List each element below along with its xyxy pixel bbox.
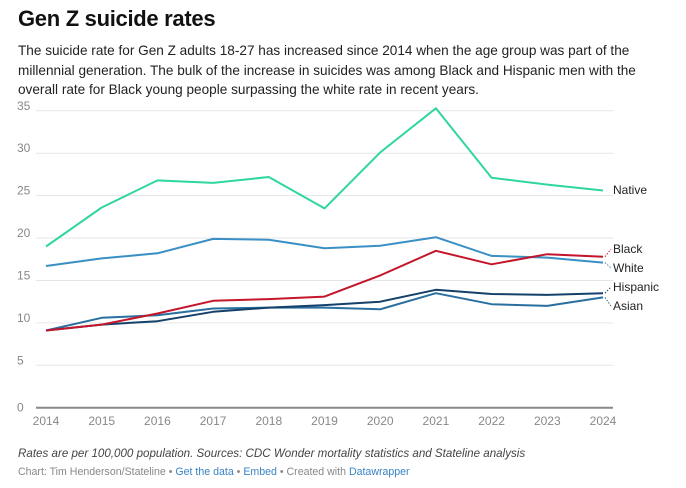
x-tick-label: 2015 <box>88 414 115 428</box>
get-the-data-link[interactable]: Get the data <box>175 466 234 478</box>
series-label-white: White <box>613 261 644 275</box>
series-label-hispanic: Hispanic <box>613 280 659 294</box>
chart-byline: Chart: Tim Henderson/Stateline • Get the… <box>18 466 410 478</box>
y-tick-label: 25 <box>17 184 31 198</box>
y-tick-label: 20 <box>17 226 31 240</box>
series-line-native <box>45 107 604 248</box>
x-tick-label: 2019 <box>311 414 338 428</box>
y-tick-label: 0 <box>17 401 24 415</box>
y-tick-label: 15 <box>17 268 31 282</box>
y-tick-label: 5 <box>17 353 24 367</box>
y-tick-label: 10 <box>17 311 31 325</box>
y-tick-label: 30 <box>17 141 31 155</box>
datawrapper-link[interactable]: Datawrapper <box>348 466 410 478</box>
chart-title: Gen Z suicide rates <box>18 6 216 31</box>
series-line-black <box>45 249 604 332</box>
separator: • <box>276 466 287 478</box>
x-tick-label: 2016 <box>144 414 171 428</box>
separator: • <box>233 466 244 478</box>
byline-author: Chart: Tim Henderson/Stateline <box>18 466 166 478</box>
x-tick-label: 2022 <box>478 414 505 428</box>
created-with-text: Created with <box>286 466 349 478</box>
y-tick-label: 35 <box>17 99 31 113</box>
series-label-native: Native <box>613 183 647 197</box>
series-line-hispanic <box>45 288 604 332</box>
label-leader-black <box>604 248 612 258</box>
label-leader-asian <box>604 297 612 307</box>
separator: • <box>165 466 176 478</box>
x-tick-label: 2021 <box>423 414 450 428</box>
series-label-asian: Asian <box>613 299 643 313</box>
gridlines <box>36 110 613 409</box>
embed-link[interactable]: Embed <box>243 466 277 478</box>
x-tick-label: 2023 <box>534 414 561 428</box>
chart-description: The suicide rate for Gen Z adults 18-27 … <box>18 43 636 97</box>
series-line-asian <box>45 292 604 332</box>
x-tick-label: 2018 <box>255 414 282 428</box>
x-tick-label: 2020 <box>367 414 394 428</box>
series-label-black: Black <box>613 242 643 256</box>
chart-notes: Rates are per 100,000 population. Source… <box>18 447 526 460</box>
y-axis-ticks: 0 5 10 15 20 25 30 35 <box>17 99 31 415</box>
series-line-white <box>45 236 604 267</box>
x-tick-label: 2024 <box>590 414 617 428</box>
label-leader-hispanic <box>604 286 612 294</box>
x-tick-label: 2014 <box>33 414 60 428</box>
series-labels: Native White Black Hispanic Asian <box>604 183 659 313</box>
label-leader-white <box>604 262 612 269</box>
series-lines <box>45 107 604 332</box>
x-tick-label: 2017 <box>200 414 227 428</box>
x-axis-ticks: 2014 2015 2016 2017 2018 2019 2020 2021 2022 2023… <box>33 414 617 428</box>
